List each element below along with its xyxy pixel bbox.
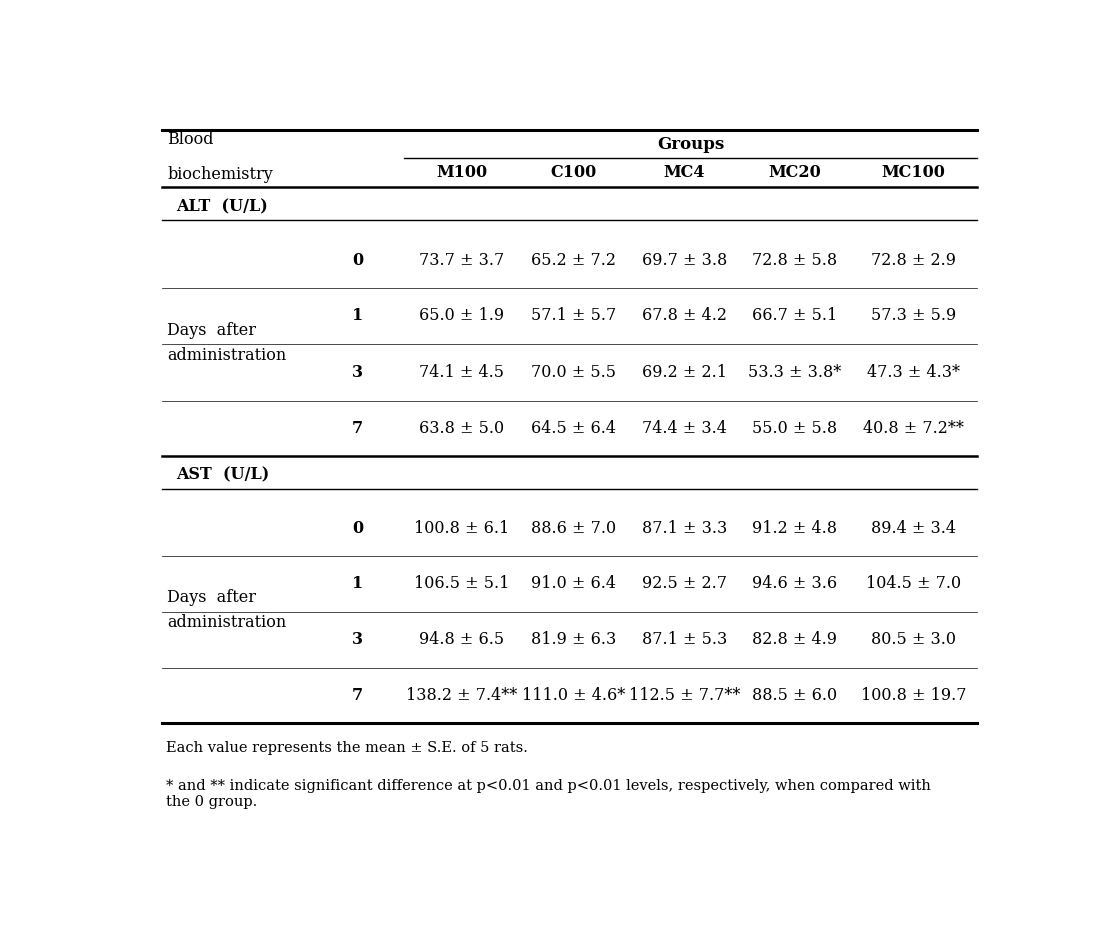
Text: 40.8 ± 7.2**: 40.8 ± 7.2** (863, 420, 964, 437)
Text: 63.8 ± 5.0: 63.8 ± 5.0 (419, 420, 504, 437)
Text: M100: M100 (436, 164, 487, 181)
Text: 106.5 ± 5.1: 106.5 ± 5.1 (414, 575, 509, 592)
Text: 65.2 ± 7.2: 65.2 ± 7.2 (531, 252, 616, 269)
Text: 0: 0 (351, 252, 364, 269)
Text: 111.0 ± 4.6*: 111.0 ± 4.6* (522, 687, 625, 704)
Text: Blood: Blood (168, 131, 214, 148)
Text: 73.7 ± 3.7: 73.7 ± 3.7 (419, 252, 504, 269)
Text: 70.0 ± 5.5: 70.0 ± 5.5 (531, 365, 616, 382)
Text: 69.2 ± 2.1: 69.2 ± 2.1 (642, 365, 727, 382)
Text: Days  after: Days after (168, 589, 256, 606)
Text: 72.8 ± 2.9: 72.8 ± 2.9 (871, 252, 956, 269)
Text: administration: administration (168, 347, 287, 364)
Text: ALT  (U/L): ALT (U/L) (176, 199, 267, 216)
Text: 67.8 ± 4.2: 67.8 ± 4.2 (642, 308, 727, 324)
Text: 100.8 ± 19.7: 100.8 ± 19.7 (861, 687, 966, 704)
Text: 65.0 ± 1.9: 65.0 ± 1.9 (419, 308, 504, 324)
Text: Groups: Groups (657, 136, 724, 153)
Text: administration: administration (168, 615, 287, 631)
Text: AST  (U/L): AST (U/L) (176, 466, 269, 484)
Text: 7: 7 (351, 420, 364, 437)
Text: C100: C100 (551, 164, 597, 181)
Text: Each value represents the mean ± S.E. of 5 rats.: Each value represents the mean ± S.E. of… (165, 741, 528, 755)
Text: 100.8 ± 6.1: 100.8 ± 6.1 (414, 520, 509, 537)
Text: 91.0 ± 6.4: 91.0 ± 6.4 (531, 575, 616, 592)
Text: 53.3 ± 3.8*: 53.3 ± 3.8* (748, 365, 841, 382)
Text: 3: 3 (351, 632, 364, 649)
Text: 138.2 ± 7.4**: 138.2 ± 7.4** (406, 687, 517, 704)
Text: 87.1 ± 5.3: 87.1 ± 5.3 (642, 632, 727, 649)
Text: 104.5 ± 7.0: 104.5 ± 7.0 (866, 575, 961, 592)
Text: 91.2 ± 4.8: 91.2 ± 4.8 (752, 520, 837, 537)
Text: 7: 7 (351, 687, 364, 704)
Text: 92.5 ± 2.7: 92.5 ± 2.7 (642, 575, 727, 592)
Text: 72.8 ± 5.8: 72.8 ± 5.8 (752, 252, 837, 269)
Text: 87.1 ± 3.3: 87.1 ± 3.3 (642, 520, 727, 537)
Text: MC20: MC20 (769, 164, 821, 181)
Text: 89.4 ± 3.4: 89.4 ± 3.4 (871, 520, 956, 537)
Text: 1: 1 (351, 575, 364, 592)
Text: 69.7 ± 3.8: 69.7 ± 3.8 (642, 252, 727, 269)
Text: 57.3 ± 5.9: 57.3 ± 5.9 (871, 308, 956, 324)
Text: 0: 0 (351, 520, 364, 537)
Text: MC4: MC4 (664, 164, 705, 181)
Text: 94.6 ± 3.6: 94.6 ± 3.6 (752, 575, 837, 592)
Text: 94.8 ± 6.5: 94.8 ± 6.5 (419, 632, 504, 649)
Text: 88.5 ± 6.0: 88.5 ± 6.0 (752, 687, 837, 704)
Text: 55.0 ± 5.8: 55.0 ± 5.8 (752, 420, 837, 437)
Text: 81.9 ± 6.3: 81.9 ± 6.3 (531, 632, 616, 649)
Text: 66.7 ± 5.1: 66.7 ± 5.1 (752, 308, 838, 324)
Text: 82.8 ± 4.9: 82.8 ± 4.9 (752, 632, 837, 649)
Text: 80.5 ± 3.0: 80.5 ± 3.0 (871, 632, 956, 649)
Text: 112.5 ± 7.7**: 112.5 ± 7.7** (629, 687, 740, 704)
Text: * and ** indicate significant difference at p<0.01 and p<0.01 levels, respective: * and ** indicate significant difference… (165, 779, 931, 809)
Text: 3: 3 (351, 365, 364, 382)
Text: 47.3 ± 4.3*: 47.3 ± 4.3* (867, 365, 960, 382)
Text: 64.5 ± 6.4: 64.5 ± 6.4 (531, 420, 616, 437)
Text: Days  after: Days after (168, 322, 256, 339)
Text: biochemistry: biochemistry (168, 166, 273, 183)
Text: 74.4 ± 3.4: 74.4 ± 3.4 (642, 420, 727, 437)
Text: 88.6 ± 7.0: 88.6 ± 7.0 (531, 520, 616, 537)
Text: 74.1 ± 4.5: 74.1 ± 4.5 (419, 365, 504, 382)
Text: MC100: MC100 (881, 164, 945, 181)
Text: 1: 1 (351, 308, 364, 324)
Text: 57.1 ± 5.7: 57.1 ± 5.7 (531, 308, 616, 324)
